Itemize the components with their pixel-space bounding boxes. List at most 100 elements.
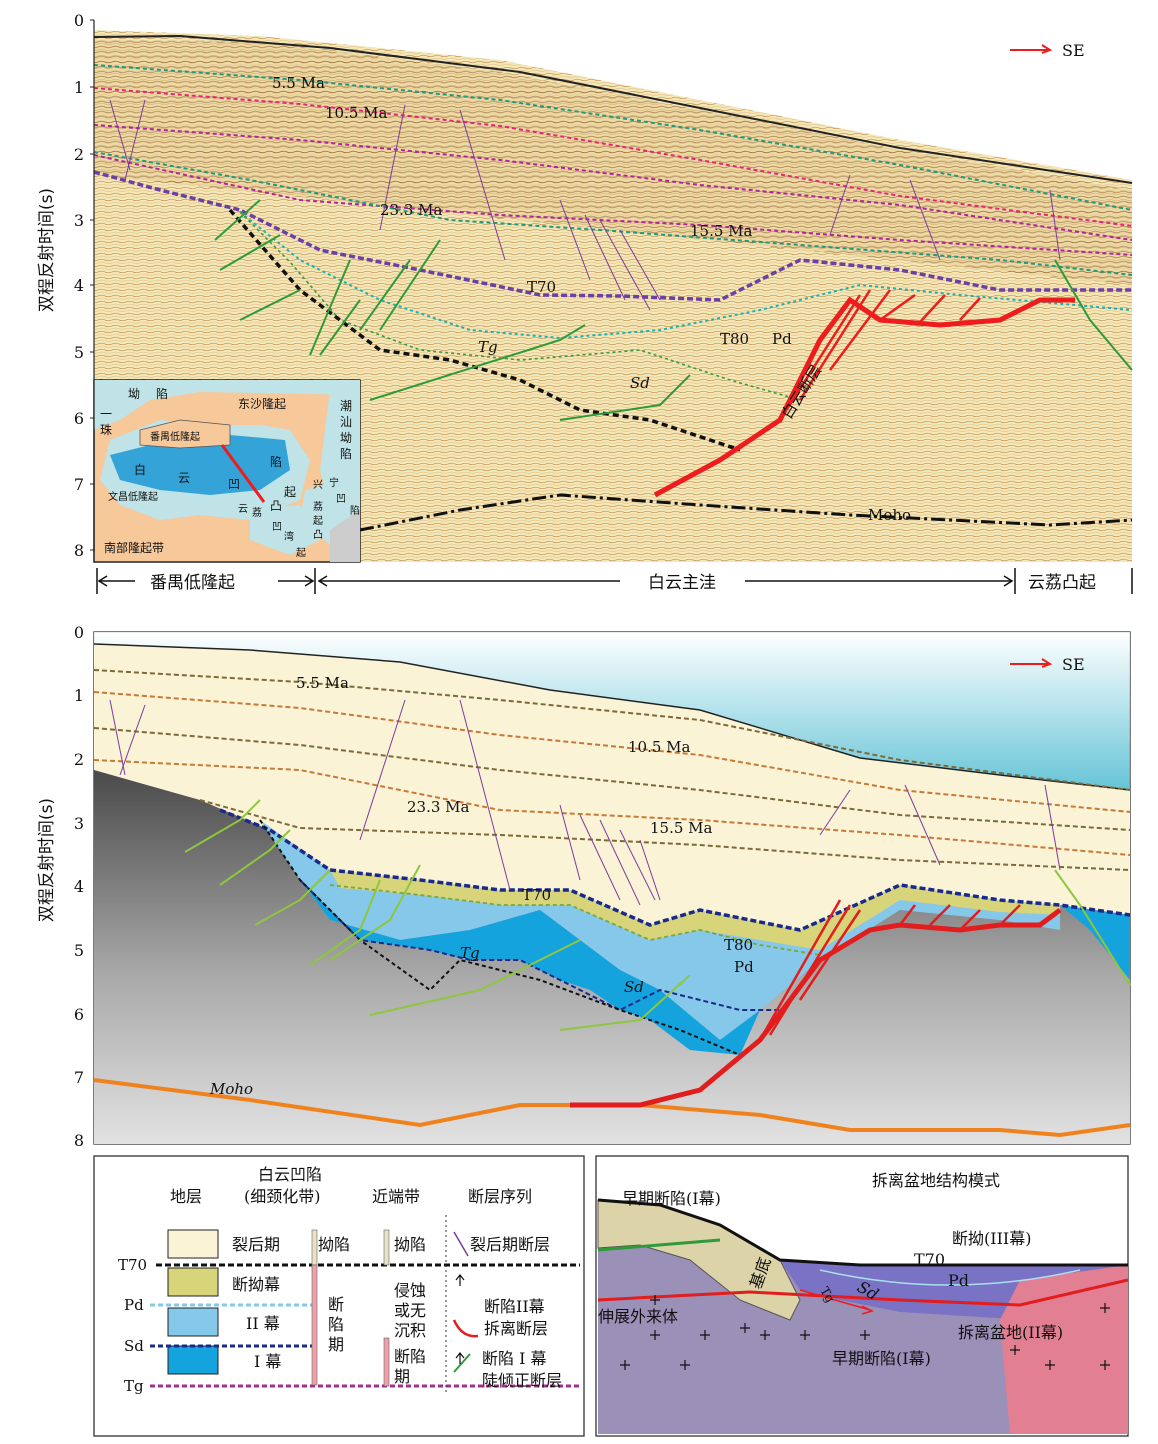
b-label-pd: Pd xyxy=(734,958,754,976)
legend-fault-postrift: 裂后期断层 xyxy=(470,1235,550,1254)
bottom-ytick-2: 2 xyxy=(74,750,84,769)
model-label-tg: Tg xyxy=(817,1285,837,1306)
inset-label-11: 白 xyxy=(134,462,146,477)
inset-label-2: 陷 xyxy=(156,386,168,401)
b-label-sd: Sd xyxy=(624,978,644,996)
b-label-23-3ma: 23.3 Ma xyxy=(407,798,470,816)
zone-right-label: 云荔凸起 xyxy=(1028,573,1096,593)
label-5-5ma: 5.5 Ma xyxy=(272,74,325,92)
zone-mid-label: 白云主洼 xyxy=(648,573,716,593)
arrow-head-icon xyxy=(1041,658,1053,668)
postrift-fault-icon xyxy=(453,1231,469,1257)
label-23-3ma: 23.3 Ma xyxy=(380,201,443,219)
bottom-ytick-8: 8 xyxy=(74,1131,84,1150)
steep-fault-icon xyxy=(453,1353,471,1373)
legend-fault-detach: 拆离断层 xyxy=(484,1319,548,1338)
bottom-direction-arrow: SE xyxy=(1010,655,1085,674)
bottom-ytick-3: 3 xyxy=(74,814,84,833)
bottom-ytick-7: 7 xyxy=(74,1068,84,1087)
inset-label-12: 云 xyxy=(178,471,190,485)
bottom-ytick-6: 6 xyxy=(74,1005,84,1024)
legend-prox-rift1: 断陷 xyxy=(394,1347,426,1366)
inset-label-21: 凹 xyxy=(336,494,346,505)
legend-header-baiyun: 白云凹陷 xyxy=(258,1165,322,1184)
slip-arrow-icon xyxy=(861,1305,875,1315)
top-ytick-3: 3 xyxy=(74,211,84,230)
legend-header-proximal: 近端带 xyxy=(372,1187,420,1206)
label-pd: Pd xyxy=(772,330,792,348)
direction-label-top: SE xyxy=(1062,41,1085,60)
inset-label-19: 兴 xyxy=(313,479,323,491)
bottom-yaxis-title: 双程反射时间(s) xyxy=(37,798,57,922)
label-moho: Moho xyxy=(868,506,911,524)
inset-label-7: 潮 xyxy=(340,398,352,413)
inset-label-29: 南部隆起带 xyxy=(104,540,164,555)
label-tg: Tg xyxy=(478,338,498,356)
inset-label-14: 陷 xyxy=(270,454,282,469)
inset-label-16: 凸 xyxy=(270,499,282,513)
top-ytick-8: 8 xyxy=(74,541,84,560)
legend-row-rift2: II 幕 xyxy=(246,1314,280,1333)
inset-label-24: 湾 xyxy=(284,530,294,543)
legend-header-strata: 地层 xyxy=(170,1187,202,1206)
b-label-15-5ma: 15.5 Ma xyxy=(650,819,713,837)
legend-baiyun-3: 期 xyxy=(328,1335,344,1354)
zone-bar xyxy=(96,568,1133,594)
inset-label-18: 云 xyxy=(238,504,248,515)
top-ytick-0: 0 xyxy=(74,11,84,30)
label-sd: Sd xyxy=(630,374,650,392)
legend-prox-erosion1: 侵蚀 xyxy=(394,1281,426,1300)
inset-label-25: 荔 xyxy=(313,500,323,513)
legend-prox-sag: 拗陷 xyxy=(394,1235,426,1254)
bottom-ytick-4: 4 xyxy=(74,877,84,896)
plus-markers xyxy=(620,1295,1110,1370)
model-label-t70: T70 xyxy=(914,1250,945,1269)
top-ytick-4: 4 xyxy=(74,276,84,295)
detachment-basin-model: 拆离盆地结构模式 早期断陷(Ⅰ幕) 断拗(III幕) T70 Pd 基底 Tg … xyxy=(595,1155,1129,1437)
top-ytick-7: 7 xyxy=(74,475,84,494)
model-label-allochthon: 伸展外来体 xyxy=(598,1307,678,1326)
top-yaxis-title: 双程反射时间(s) xyxy=(37,188,57,312)
bottom-y-axis: 0 1 2 3 4 5 6 7 8 双程反射时间(s) xyxy=(37,623,84,1150)
model-title: 拆离盆地结构模式 xyxy=(872,1171,1000,1190)
inset-label-26: 起 xyxy=(313,515,323,527)
b-label-5-5ma: 5.5 Ma xyxy=(296,674,349,692)
bottom-horizon-labels: 5.5 Ma 10.5 Ma 23.3 Ma 15.5 Ma T70 T80 P… xyxy=(209,674,754,1098)
legend-row-sag: 断拗幕 xyxy=(232,1275,280,1294)
top-ytick-6: 6 xyxy=(74,409,84,428)
inset-map: 坳 陷 一 珠 东沙隆起 番禺低隆起 潮 汕 坳 陷 白 云 凹 陷 起 凸 荔… xyxy=(93,379,361,563)
inset-label-15: 起 xyxy=(284,485,296,499)
legend-baiyun-1: 断 xyxy=(328,1295,344,1314)
legend-baiyun-sag: 拗陷 xyxy=(318,1235,350,1254)
inset-label-6: 番禺低隆起 xyxy=(150,430,200,443)
model-label-early-rift-bottom: 早期断陷(Ⅰ幕) xyxy=(832,1349,931,1368)
zone-left-label: 番禺低隆起 xyxy=(150,573,235,593)
inset-label-1: 坳 xyxy=(128,387,140,401)
inset-label-22: 陷 xyxy=(350,504,360,517)
legend-fault-rift1: 断陷 I 幕 xyxy=(482,1349,547,1368)
inset-label-9: 坳 xyxy=(340,431,352,445)
up-arrow-icon xyxy=(455,1352,465,1364)
legend-header-faults: 断层序列 xyxy=(468,1187,532,1206)
bottom-ytick-1: 1 xyxy=(74,686,84,705)
top-ytick-1: 1 xyxy=(74,78,84,97)
top-direction-arrow: SE xyxy=(1010,41,1085,60)
direction-label-bottom: SE xyxy=(1062,655,1085,674)
inset-label-27: 凸 xyxy=(313,529,323,541)
model-label-sag: 断拗(III幕) xyxy=(952,1229,1031,1248)
inset-label-5: 东沙隆起 xyxy=(238,396,286,411)
label-15-5ma: 15.5 Ma xyxy=(690,222,753,240)
legend-prox-rift2: 期 xyxy=(394,1367,410,1386)
bottom-ytick-0: 0 xyxy=(74,623,84,642)
legend-baiyun-2: 陷 xyxy=(328,1315,344,1334)
legend-box: 地层 白云凹陷 (细颈化带) 近端带 断层序列 裂后期 断拗幕 II 幕 I 幕… xyxy=(93,1155,585,1437)
detachment-fault-icon xyxy=(452,1319,479,1338)
top-ytick-5: 5 xyxy=(74,343,84,362)
inset-label-30: 起 xyxy=(296,547,306,559)
inset-label-28: 文昌低隆起 xyxy=(108,490,158,503)
inset-label-4: 珠 xyxy=(100,423,112,437)
legend-row-rift1: I 幕 xyxy=(254,1352,281,1371)
up-arrow-icon xyxy=(455,1274,465,1286)
inset-label-23: 凹 xyxy=(272,522,282,533)
